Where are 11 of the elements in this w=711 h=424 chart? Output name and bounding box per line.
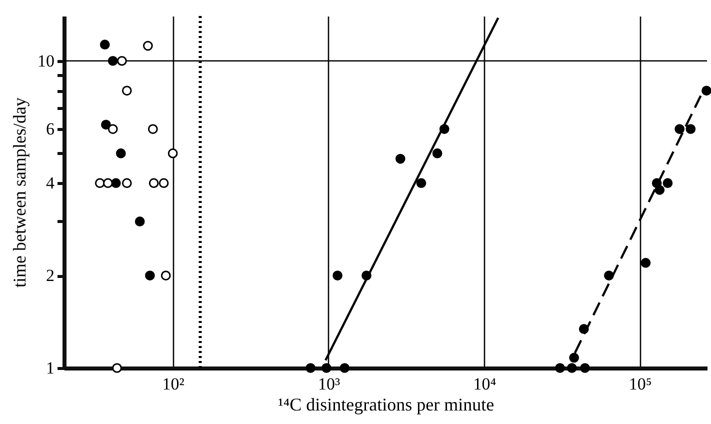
y-tick-label: 6 bbox=[46, 120, 54, 139]
x-tick-label: 10² bbox=[162, 374, 184, 394]
y-tick-label: 4 bbox=[46, 174, 55, 193]
x-tick-label: 10⁵ bbox=[628, 374, 652, 394]
y-tick-label: 10 bbox=[38, 51, 54, 70]
y-axis-title: time between samples/day bbox=[10, 98, 30, 288]
y-tick-label: 1 bbox=[46, 358, 54, 378]
x-tick-label: 10⁴ bbox=[473, 374, 496, 394]
x-tick-label: 10³ bbox=[318, 374, 340, 394]
x-axis-title: ¹⁴C disintegrations per minute bbox=[278, 394, 494, 414]
y-tick-label: 2 bbox=[46, 266, 54, 286]
